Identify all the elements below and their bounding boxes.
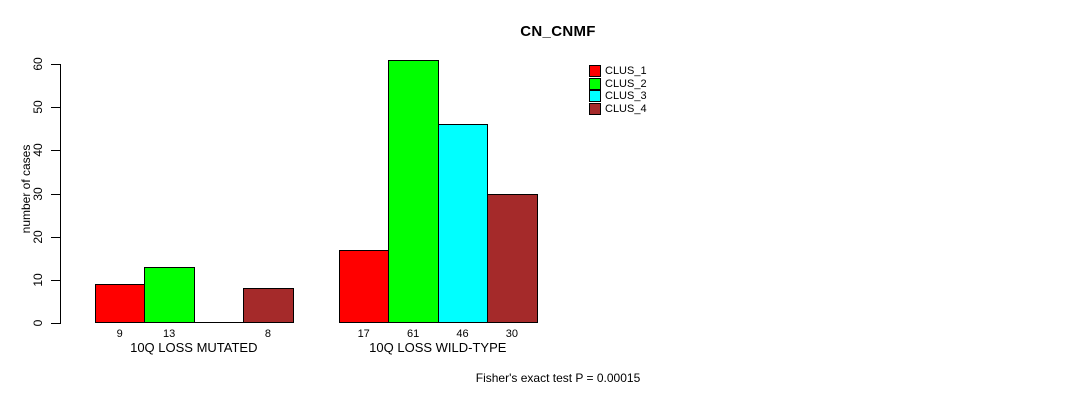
legend: CLUS_1 CLUS_2 CLUS_3 CLUS_4 [589, 65, 647, 115]
legend-label: CLUS_2 [605, 77, 647, 90]
bar-value-label: 13 [162, 328, 176, 340]
bar-value-label: 61 [406, 328, 420, 340]
legend-label: CLUS_4 [605, 102, 647, 115]
bar-clus_2-group2 [388, 59, 439, 323]
bar-clus_3-group1-zero [193, 322, 245, 323]
legend-swatch [589, 65, 601, 78]
bar-value-label: 30 [505, 328, 519, 340]
bar-clus_1-group1 [95, 284, 146, 323]
legend-swatch [589, 90, 601, 103]
bar-value-label: 46 [456, 328, 469, 340]
y-tick-label: 30 [31, 186, 45, 201]
x-group-label: 10Q LOSS WILD-TYPE [369, 340, 507, 355]
legend-label: CLUS_1 [605, 65, 647, 78]
bar-clus_3-group2 [437, 124, 489, 323]
bar-value-label: 17 [357, 328, 370, 340]
y-tick-mark [51, 193, 60, 195]
y-tick-mark [51, 279, 60, 281]
bar-value-label: 8 [264, 328, 271, 340]
chart-title: CN_CNMF [520, 23, 596, 40]
bar-clus_1-group2 [339, 249, 390, 323]
y-tick-label: 40 [31, 143, 45, 158]
y-tick-label: 0 [31, 319, 45, 327]
bar-clus_4-group1 [243, 288, 294, 323]
bar-clus_4-group2 [487, 193, 538, 323]
y-tick-label: 10 [31, 273, 45, 287]
legend-item: CLUS_4 [589, 102, 647, 116]
y-tick-mark [51, 64, 60, 65]
legend-item: CLUS_1 [589, 65, 647, 78]
footer-annotation: Fisher's exact test P = 0.00015 [475, 371, 641, 385]
bar-value-label: 9 [116, 328, 123, 340]
y-tick-mark [51, 236, 60, 238]
legend-swatch [589, 77, 601, 90]
y-tick-mark [51, 150, 60, 152]
legend-label: CLUS_3 [605, 90, 647, 103]
bar-clus_2-group1 [144, 266, 195, 323]
y-tick-mark [51, 107, 60, 109]
legend-item: CLUS_3 [589, 90, 647, 103]
y-tick-label: 60 [31, 57, 45, 71]
legend-item: CLUS_2 [589, 77, 647, 91]
x-group-label: 10Q LOSS MUTATED [130, 340, 258, 355]
y-tick-mark [51, 323, 60, 324]
y-tick-label: 50 [31, 100, 45, 114]
y-axis-line [60, 64, 61, 324]
legend-swatch [589, 102, 601, 115]
y-tick-label: 20 [31, 229, 45, 244]
